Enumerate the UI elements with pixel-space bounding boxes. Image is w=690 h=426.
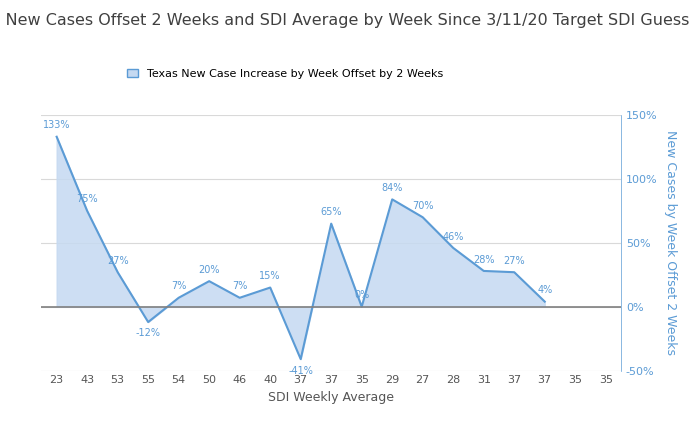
Text: 7%: 7% bbox=[171, 282, 186, 291]
Legend: Texas New Case Increase by Week Offset by 2 Weeks: Texas New Case Increase by Week Offset b… bbox=[122, 64, 447, 83]
Text: 28%: 28% bbox=[473, 255, 495, 265]
Y-axis label: New Cases by Week Offset 2 Weeks: New Cases by Week Offset 2 Weeks bbox=[664, 130, 677, 355]
Text: 20%: 20% bbox=[199, 265, 220, 275]
Text: 0%: 0% bbox=[354, 291, 369, 300]
Text: 65%: 65% bbox=[320, 207, 342, 217]
Text: 4%: 4% bbox=[537, 285, 553, 295]
Text: 70%: 70% bbox=[412, 201, 433, 211]
X-axis label: SDI Weekly Average: SDI Weekly Average bbox=[268, 391, 394, 404]
Text: 75%: 75% bbox=[77, 195, 98, 204]
Text: 7%: 7% bbox=[232, 282, 248, 291]
Text: -12%: -12% bbox=[136, 328, 161, 338]
Text: 133%: 133% bbox=[43, 121, 70, 130]
Text: 27%: 27% bbox=[504, 256, 525, 266]
Text: 15%: 15% bbox=[259, 271, 281, 281]
Text: 27%: 27% bbox=[107, 256, 128, 266]
Text: Texas New Cases Offset 2 Weeks and SDI Average by Week Since 3/11/20 Target SDI : Texas New Cases Offset 2 Weeks and SDI A… bbox=[0, 13, 690, 28]
Text: 84%: 84% bbox=[382, 183, 403, 193]
Text: 46%: 46% bbox=[442, 232, 464, 242]
Text: -41%: -41% bbox=[288, 366, 313, 375]
